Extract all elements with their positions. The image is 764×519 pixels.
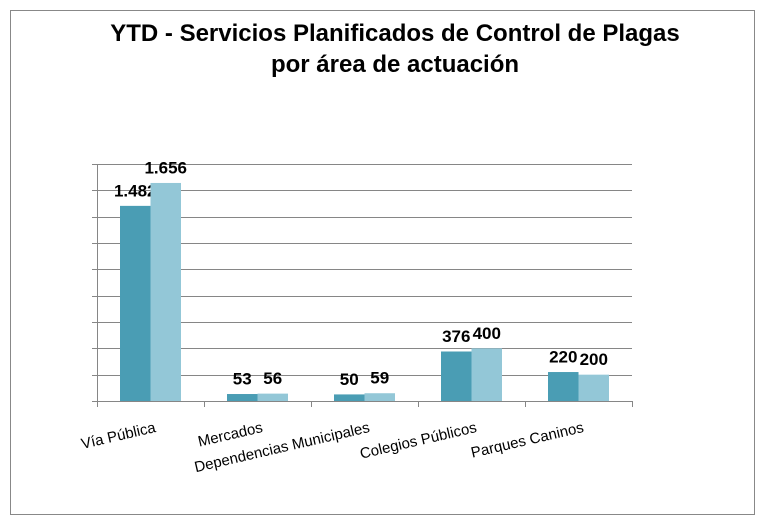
bar — [120, 205, 151, 401]
x-tick-label: Colegios Públicos — [358, 419, 478, 462]
x-tick-label: Parques Caninos — [469, 419, 585, 461]
bar — [471, 348, 502, 401]
data-label: 400 — [473, 324, 501, 343]
data-label: 56 — [263, 369, 282, 388]
chart-title-block: YTD - Servicios Planificados de Control … — [105, 18, 685, 80]
chart-title: YTD - Servicios Planificados de Control … — [110, 20, 680, 47]
bar — [441, 351, 472, 401]
data-label: 376 — [442, 327, 470, 346]
bar — [334, 394, 365, 401]
chart-subtitle: por área de actuación — [270, 51, 520, 78]
x-tick-label: Vía Pública — [80, 419, 158, 453]
chart-border — [10, 10, 755, 515]
data-label: 220 — [549, 348, 577, 367]
bar — [578, 374, 609, 401]
data-label: 50 — [340, 370, 359, 389]
data-label: 53 — [233, 370, 252, 389]
bar — [364, 393, 395, 401]
bar — [548, 372, 579, 401]
data-label: 200 — [580, 350, 608, 369]
bar — [227, 394, 258, 401]
data-label: 1.482 — [114, 181, 157, 200]
bar — [150, 182, 181, 401]
bar — [257, 393, 288, 401]
data-label: 1.656 — [144, 158, 187, 177]
data-label: 59 — [370, 369, 389, 388]
